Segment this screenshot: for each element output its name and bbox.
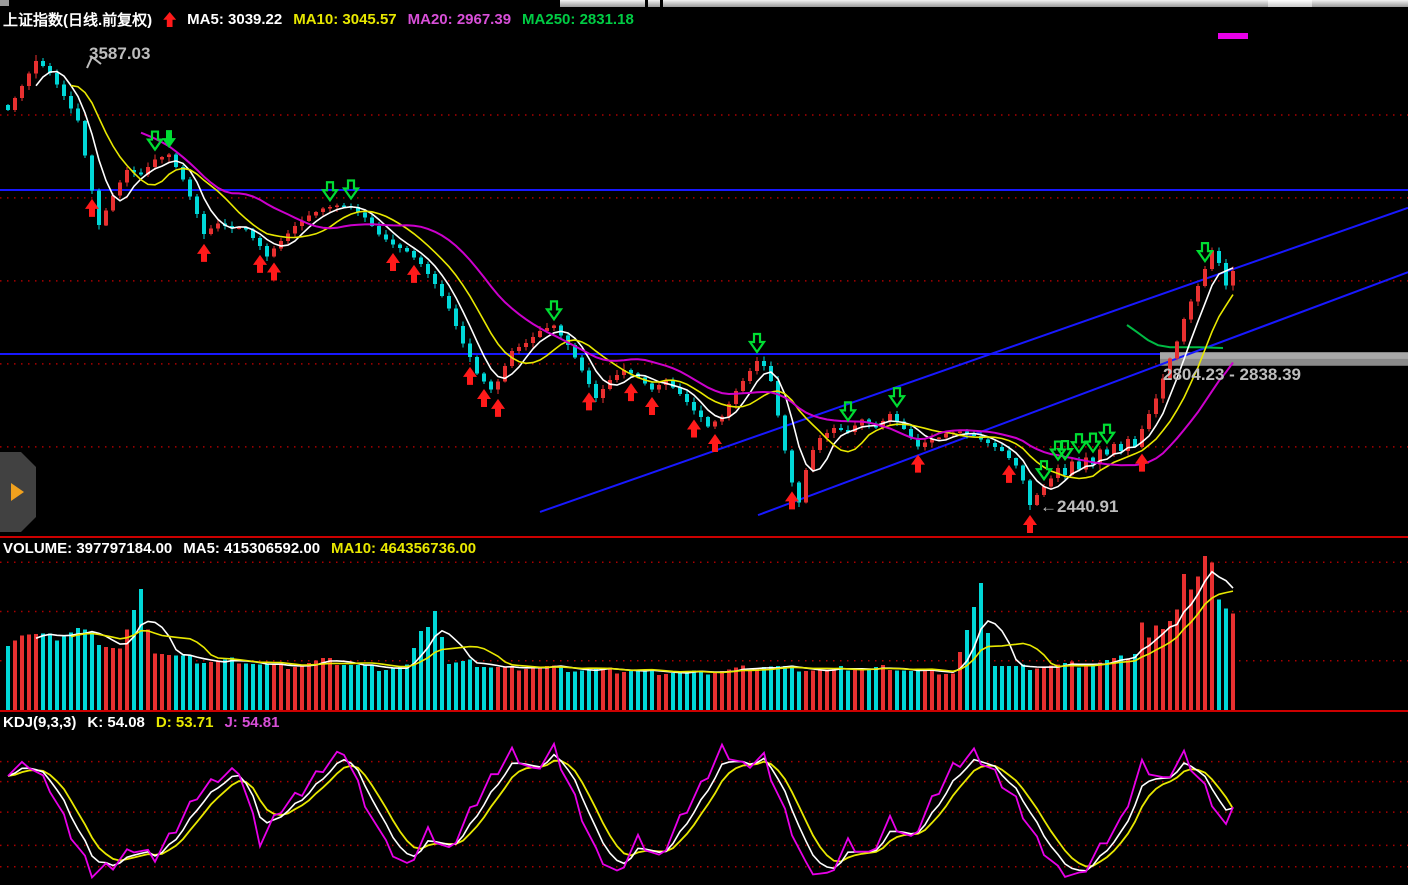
drawing-mark [1218, 33, 1248, 39]
scrollbar-thumb[interactable] [1268, 0, 1312, 7]
scrollbar-notch [645, 0, 648, 7]
kdj-j-value: J: 54.81 [224, 714, 280, 731]
volume-pane-header: VOLUME: 397797184.00 MA5: 415306592.00 M… [3, 540, 476, 557]
chart-title: 上证指数(日线.前复权) [3, 12, 153, 29]
up-arrow-icon [163, 12, 177, 27]
ma20-value: MA20: 2967.39 [407, 11, 512, 28]
volume-ma10-value: MA10: 464356736.00 [331, 540, 477, 557]
kdj-pane-header: KDJ(9,3,3) K: 54.08 D: 53.71 J: 54.81 [3, 714, 280, 731]
top-scrollbar[interactable] [560, 0, 1408, 7]
ma250-value: MA250: 2831.18 [522, 11, 634, 28]
volume-bars [6, 556, 1235, 710]
ma5-value: MA5: 3039.22 [187, 11, 283, 28]
gap-range-label: 2804.23 - 2838.39 [1163, 365, 1302, 384]
volume-ma5-value: MA5: 415306592.00 [183, 540, 321, 557]
signal-arrows [85, 130, 1215, 533]
sidebar-drawer-handle[interactable] [0, 452, 36, 532]
ma10-value: MA10: 3045.57 [293, 11, 397, 28]
high-price-label: 3587.03 [86, 44, 150, 69]
main-chart-header: 上证指数(日线.前复权) MA5: 3039.22 MA10: 3045.57 … [3, 9, 634, 30]
low-price-label: ←2440.91 [1040, 497, 1119, 516]
scrollbar-notch [660, 0, 663, 7]
window-corner-chip [0, 0, 9, 6]
gap-band [1160, 352, 1408, 366]
expand-arrow-icon [11, 483, 24, 501]
kdj-d-value: D: 53.71 [155, 714, 214, 731]
volume-value: VOLUME: 397797184.00 [3, 540, 173, 557]
kdj-name: KDJ(9,3,3) [3, 714, 77, 731]
kdj-k-value: K: 54.08 [87, 714, 145, 731]
candles [6, 55, 1235, 510]
